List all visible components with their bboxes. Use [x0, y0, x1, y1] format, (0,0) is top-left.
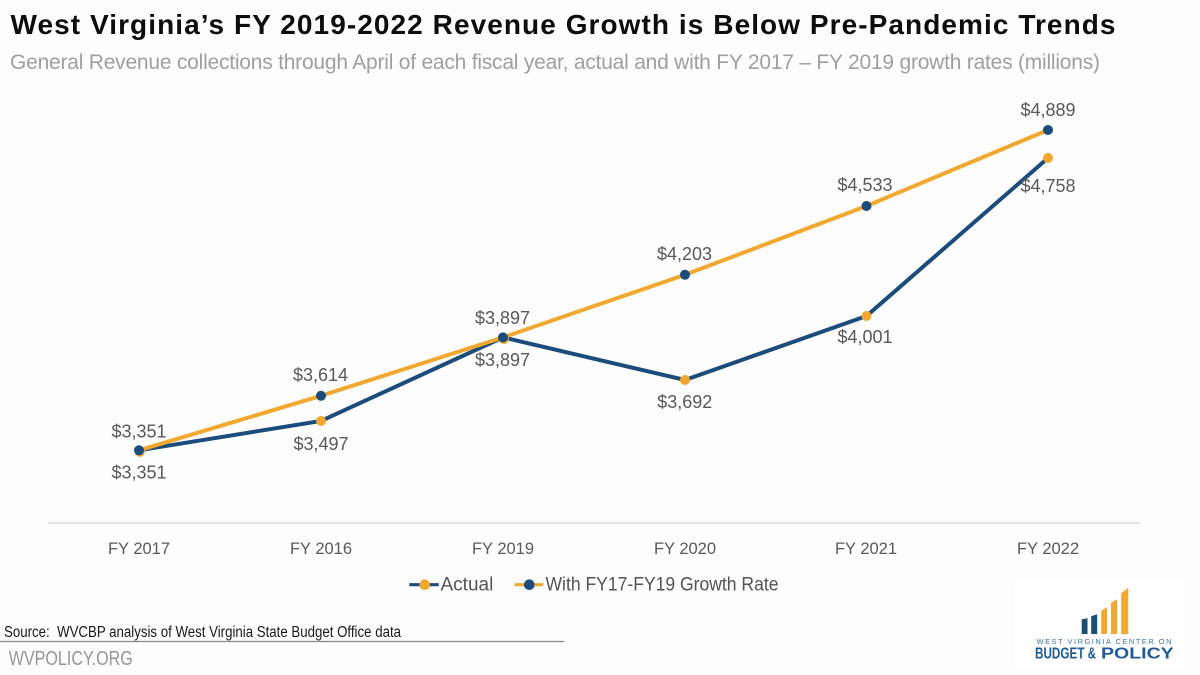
svg-text:$4,758: $4,758	[1020, 176, 1075, 196]
svg-text:Actual: Actual	[441, 575, 494, 596]
svg-text:West Virginia’s FY 2019-2022 R: West Virginia’s FY 2019-2022 Revenue Gro…	[11, 9, 1116, 40]
svg-text:$4,533: $4,533	[837, 175, 892, 195]
svg-text:FY 2019: FY 2019	[472, 540, 534, 558]
svg-text:&: &	[1088, 645, 1096, 662]
svg-text:$3,497: $3,497	[293, 434, 348, 454]
svg-text:FY 2021: FY 2021	[835, 540, 897, 558]
svg-text:$4,203: $4,203	[657, 244, 712, 264]
svg-text:$3,351: $3,351	[111, 422, 166, 442]
svg-text:$3,614: $3,614	[293, 365, 348, 385]
svg-text:FY 2017: FY 2017	[108, 540, 170, 558]
svg-text:FY 2020: FY 2020	[654, 540, 716, 558]
svg-text:FY 2022: FY 2022	[1017, 540, 1079, 558]
svg-text:FY 2016: FY 2016	[290, 540, 352, 558]
svg-text:$4,001: $4,001	[837, 327, 892, 347]
svg-text:BUDGET: BUDGET	[1035, 645, 1085, 662]
svg-text:$3,897: $3,897	[475, 308, 530, 328]
svg-text:General Revenue collections th: General Revenue collections through Apri…	[10, 51, 1100, 74]
svg-text:WEST VIRGINIA CENTER ON: WEST VIRGINIA CENTER ON	[1037, 637, 1172, 646]
svg-text:With FY17-FY19 Growth Rate: With FY17-FY19 Growth Rate	[546, 575, 779, 596]
svg-text:Source: WVCBP analysis of Wes: Source: WVCBP analysis of West Virginia …	[4, 624, 401, 641]
svg-text:$4,889: $4,889	[1020, 100, 1075, 120]
svg-text:$3,692: $3,692	[657, 392, 712, 412]
svg-text:$3,351: $3,351	[111, 463, 166, 483]
svg-text:$3,897: $3,897	[475, 350, 530, 370]
svg-text:WVPOLICY.ORG: WVPOLICY.ORG	[9, 648, 133, 670]
svg-text:POLICY: POLICY	[1101, 645, 1175, 662]
